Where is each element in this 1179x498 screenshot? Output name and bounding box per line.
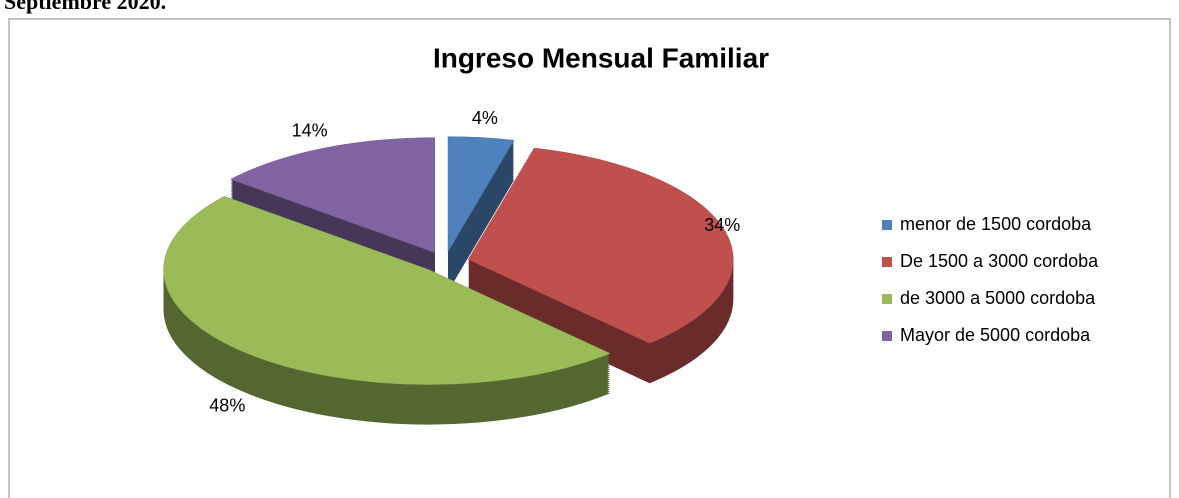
data-label: 4% xyxy=(472,108,498,128)
slice xyxy=(163,196,611,385)
slice xyxy=(467,147,734,344)
data-label: 34% xyxy=(704,215,740,235)
legend-label: de 3000 a 5000 cordoba xyxy=(900,288,1096,308)
data-label: 14% xyxy=(292,121,328,141)
legend-label: menor de 1500 cordoba xyxy=(900,214,1092,234)
legend-label: Mayor de 5000 cordoba xyxy=(900,325,1091,345)
slice xyxy=(229,137,436,253)
slice xyxy=(447,136,515,253)
legend-swatch xyxy=(882,331,892,341)
legend-swatch xyxy=(882,294,892,304)
chart-title: Ingreso Mensual Familiar xyxy=(433,42,769,73)
data-label: 48% xyxy=(209,396,245,416)
caption: Septiembre 2020. xyxy=(4,0,166,14)
legend-swatch xyxy=(882,220,892,230)
legend-label: De 1500 a 3000 cordoba xyxy=(900,251,1099,271)
legend-swatch xyxy=(882,257,892,267)
